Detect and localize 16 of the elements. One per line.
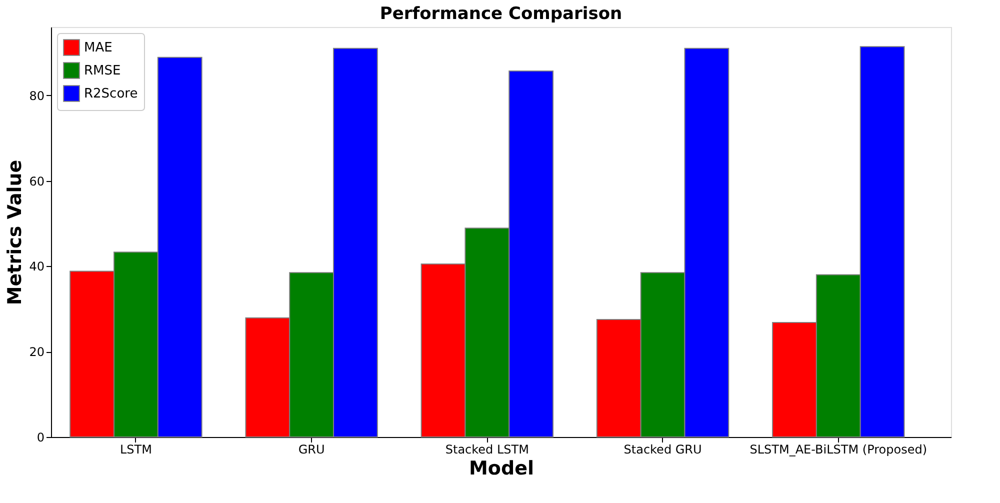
legend-label: RMSE [84, 64, 121, 78]
x-tick-label: Stacked LSTM [445, 442, 529, 456]
y-tick-label: 20 [29, 345, 44, 360]
y-tick-label: 80 [29, 88, 44, 103]
y-tick-label: 40 [29, 260, 44, 274]
chart-title: Performance Comparison [380, 4, 622, 24]
x-tick-label: GRU [298, 442, 325, 456]
x-axis-title: Model [469, 458, 534, 480]
x-tick-label: Stacked GRU [624, 442, 702, 456]
x-tick-label: LSTM [120, 442, 152, 456]
x-tick-label: SLSTM_AE-BiLSTM (Proposed) [750, 442, 928, 456]
y-tick-label: 0 [36, 430, 44, 444]
legend-label: MAE [84, 40, 112, 56]
y-axis-title: Metrics Value [4, 160, 26, 306]
y-tick-label: 60 [29, 174, 44, 188]
legend-label: R2Score [84, 86, 138, 102]
